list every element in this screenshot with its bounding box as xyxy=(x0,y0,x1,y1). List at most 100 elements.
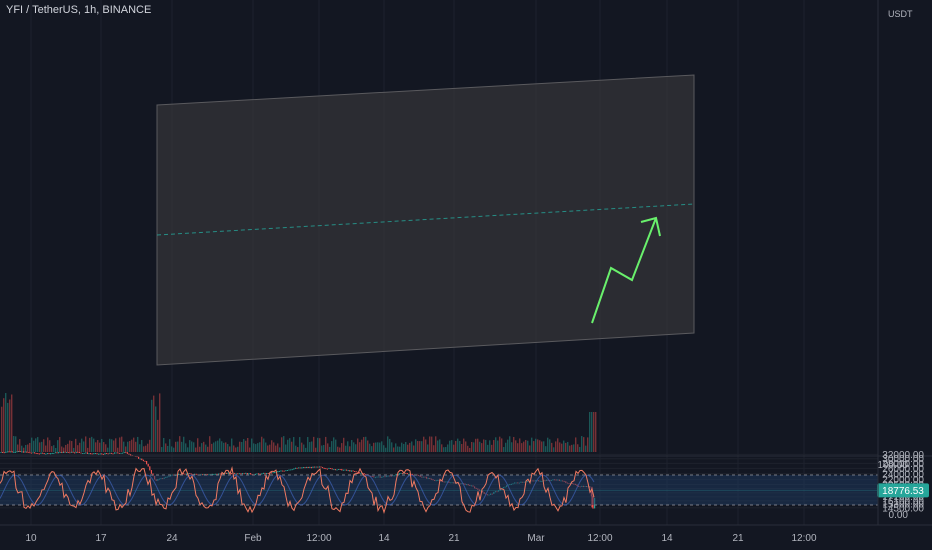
candle-body xyxy=(122,452,124,454)
candle-body xyxy=(280,470,282,472)
volume-bar xyxy=(467,445,469,452)
candle-body xyxy=(51,453,53,454)
candle-body xyxy=(78,452,80,453)
candle-body xyxy=(138,456,140,459)
candle-body xyxy=(48,453,50,454)
volume-bar xyxy=(513,436,515,452)
volume-bar xyxy=(213,442,215,452)
volume-bar xyxy=(91,436,93,452)
candle-body xyxy=(99,453,101,455)
candle-body xyxy=(46,453,48,454)
candle-body xyxy=(5,451,7,453)
price-tick-label: 24000.00 xyxy=(882,469,924,480)
volume-bar xyxy=(81,438,83,452)
time-tick-label: 14 xyxy=(378,533,390,544)
candle-body xyxy=(40,452,42,454)
volume-bar xyxy=(215,441,217,452)
volume-bar xyxy=(7,402,9,452)
volume-bar xyxy=(483,439,485,452)
volume-bar xyxy=(487,444,489,452)
candle-body xyxy=(45,453,47,455)
volume-bar xyxy=(437,440,439,452)
volume-bar xyxy=(379,442,381,452)
candle-body xyxy=(309,467,311,468)
volume-bar xyxy=(581,436,583,452)
candle-body xyxy=(19,451,21,452)
volume-bar xyxy=(481,443,483,452)
candle-body xyxy=(0,452,2,454)
candle-body xyxy=(22,451,24,453)
candle-body xyxy=(11,451,13,453)
volume-bar xyxy=(143,446,145,452)
volume-bar xyxy=(99,442,101,452)
candle-body xyxy=(216,473,218,475)
volume-bar xyxy=(529,445,531,452)
volume-bar xyxy=(167,445,169,452)
candle-body xyxy=(123,452,125,454)
volume-bar xyxy=(401,442,403,452)
price-tick-label: 16100.00 xyxy=(882,496,924,507)
candle-body xyxy=(219,473,221,475)
candle-body xyxy=(69,452,71,454)
volume-bar xyxy=(83,441,85,452)
candle-body xyxy=(261,473,263,475)
volume-bar xyxy=(449,440,451,452)
volume-bar xyxy=(423,436,425,452)
candle-body xyxy=(278,471,280,472)
candle-body xyxy=(333,469,335,471)
candle-body xyxy=(24,451,26,453)
volume-bar xyxy=(235,447,237,452)
volume-bar xyxy=(505,442,507,452)
candle-body xyxy=(250,473,252,475)
volume-bar xyxy=(23,447,25,452)
volume-bar xyxy=(439,439,441,452)
volume-bar xyxy=(349,446,351,452)
candle-body xyxy=(184,473,186,475)
candle-body xyxy=(282,470,284,472)
price-tick-label: 30000.00 xyxy=(882,454,924,465)
price-tick-label: 26000.00 xyxy=(882,464,924,475)
volume-bar xyxy=(149,439,151,452)
volume-bar xyxy=(27,444,29,452)
volume-bar xyxy=(245,440,247,452)
volume-bar xyxy=(193,442,195,452)
volume-bar xyxy=(201,443,203,452)
candle-body xyxy=(218,473,220,475)
volume-bar xyxy=(29,442,31,452)
volume-bar xyxy=(159,393,161,452)
volume-bar xyxy=(279,447,281,452)
volume-bar xyxy=(101,438,103,452)
candle-body xyxy=(291,469,293,471)
candle-body xyxy=(264,473,266,475)
candle-body xyxy=(314,466,316,468)
candle-body xyxy=(13,452,15,453)
volume-bar xyxy=(327,443,329,452)
volume-bar xyxy=(343,437,345,452)
volume-bar xyxy=(185,443,187,452)
volume-bar xyxy=(559,442,561,452)
volume-bar xyxy=(341,443,343,452)
volume-bar xyxy=(19,439,21,452)
candle-body xyxy=(298,467,300,469)
candle-body xyxy=(54,452,56,454)
volume-bar xyxy=(249,447,251,452)
volume-bar xyxy=(105,444,107,452)
volume-bar xyxy=(187,447,189,452)
volume-bar xyxy=(205,444,207,452)
candle-body xyxy=(342,469,344,471)
volume-bar xyxy=(59,437,61,452)
candle-body xyxy=(234,473,236,474)
candle-body xyxy=(283,470,285,472)
volume-bar xyxy=(151,399,153,452)
candle-body xyxy=(272,472,274,474)
candle-body xyxy=(406,473,408,475)
volume-bar xyxy=(441,444,443,452)
volume-bar xyxy=(499,436,501,452)
candle-body xyxy=(126,452,128,454)
candle-body xyxy=(150,470,152,474)
candle-body xyxy=(267,473,269,474)
candle-body xyxy=(90,453,92,455)
volume-bar xyxy=(495,437,497,452)
volume-bar xyxy=(365,436,367,452)
